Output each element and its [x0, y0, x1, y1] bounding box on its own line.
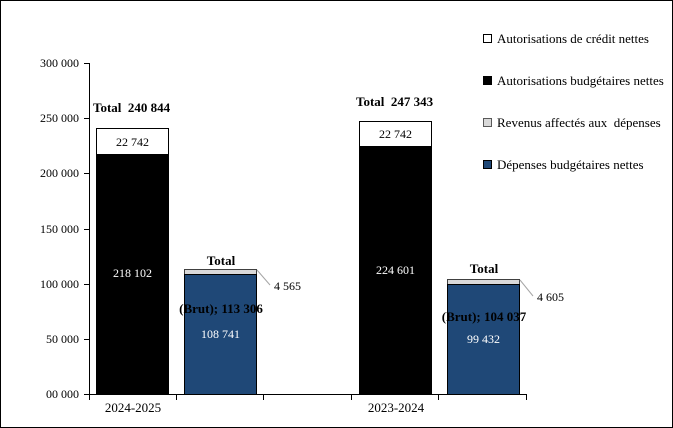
- x-axis-tick: [438, 395, 439, 400]
- black-square-swatch-icon: [483, 76, 492, 85]
- segment-budgetaires-nettes: [96, 154, 169, 395]
- segment-value-label: 224 601: [376, 263, 415, 277]
- segment-budgetaires-nettes: [359, 146, 432, 395]
- y-tick-label: 200 000: [40, 166, 79, 180]
- total-label: Total 240 844: [93, 100, 171, 115]
- y-tick-label: 150 000: [40, 222, 79, 236]
- segment-depenses-nettes: [184, 274, 257, 395]
- y-axis-tick: [84, 63, 90, 64]
- legend-item-label: Dépenses budgétaires nettes: [497, 157, 644, 172]
- legend-item-label: Autorisations budgétaires nettes: [497, 73, 664, 88]
- segment-depenses-nettes: [447, 284, 520, 395]
- x-category-label: 2023-2024: [367, 400, 425, 415]
- total-brut-label: Total (Brut); 113 306: [156, 221, 286, 349]
- x-axis-tick: [89, 395, 90, 400]
- y-axis-tick: [84, 394, 90, 395]
- y-tick-label: 50 000: [46, 332, 79, 346]
- legend-item-label: Autorisations de crédit nettes: [497, 31, 649, 46]
- legend-item-revenus-affectes: Revenus affectés aux dépenses: [483, 115, 661, 130]
- x-axis-tick: [263, 395, 264, 400]
- segment-value-label: 22 742: [116, 135, 149, 149]
- y-tick-label: 100 000: [40, 277, 79, 291]
- segment-value-label: 108 741: [201, 327, 240, 341]
- y-tick-label: 00 000: [46, 387, 79, 401]
- x-axis-tick: [351, 395, 352, 400]
- legend-item-credit-nettes: Autorisations de crédit nettes: [483, 31, 649, 46]
- y-axis-tick: [84, 173, 90, 174]
- y-tick-label: 300 000: [40, 56, 79, 70]
- total-brut-label: Total (Brut); 104 037: [419, 229, 549, 357]
- y-axis-tick: [84, 284, 90, 285]
- legend-item-budgetaires-nettes: Autorisations budgétaires nettes: [483, 73, 664, 88]
- x-axis-tick: [526, 395, 527, 400]
- x-axis-tick: [176, 395, 177, 400]
- legend-item-label: Revenus affectés aux dépenses: [497, 115, 661, 130]
- x-axis-line: [89, 394, 527, 395]
- y-axis-tick: [84, 339, 90, 340]
- gray-square-swatch-icon: [483, 118, 492, 127]
- segment-value-label: 99 432: [467, 332, 500, 346]
- y-axis-tick: [84, 229, 90, 230]
- x-category-label: 2024-2025: [104, 400, 162, 415]
- segment-value-label: 22 742: [379, 127, 412, 141]
- total-label: Total 247 343: [356, 94, 434, 109]
- total-brut-line1: Total: [206, 253, 236, 268]
- callout-value-label: 4 565: [274, 279, 301, 293]
- blue-square-swatch-icon: [483, 160, 492, 169]
- y-axis-tick: [84, 118, 90, 119]
- legend-item-depenses-nettes: Dépenses budgétaires nettes: [483, 157, 644, 172]
- total-brut-line1: Total: [469, 261, 499, 276]
- total-brut-line2: (Brut); 113 306: [179, 301, 263, 316]
- segment-value-label: 218 102: [113, 266, 152, 280]
- white-square-swatch-icon: [483, 34, 492, 43]
- total-brut-line2: (Brut); 104 037: [441, 309, 527, 324]
- y-tick-label: 250 000: [40, 111, 79, 125]
- callout-value-label: 4 605: [537, 290, 564, 304]
